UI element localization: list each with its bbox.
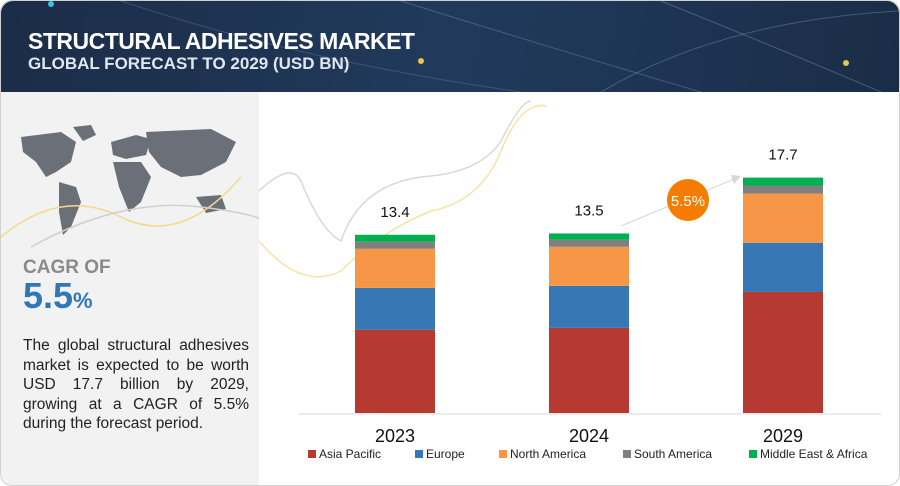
decorative-curve [258,104,547,278]
cagr-badge-label: 5.5% [671,193,705,210]
legend-swatch [415,450,423,458]
cagr-unit: % [73,288,93,313]
legend-item: Asia Pacific [308,447,381,461]
arrow-head-icon [731,175,741,184]
cagr-number: 5.5 [23,275,74,316]
decorative-curve [258,100,532,243]
world-map-icon [1,125,259,248]
market-description: The global structural adhesives market i… [23,337,249,432]
bar-segment-europe-2029 [743,242,823,292]
legend-item: South America [623,447,712,461]
page-title: STRUCTURAL ADHESIVES MARKET [28,28,415,54]
legend-swatch [623,450,631,458]
legend-swatch [749,450,757,458]
legend-label: Europe [426,447,465,461]
legend-item: North America [499,447,586,461]
legend-label: Middle East & Africa [760,447,868,461]
total-label: 13.4 [380,204,409,221]
legend-label: North America [510,447,587,461]
bar-segment-europe-2024 [549,285,629,328]
bar-segment-south-america-2023 [355,241,435,249]
cagr-badge [667,179,709,221]
bar-segment-north-america-2029 [743,193,823,243]
page-subtitle: GLOBAL FORECAST TO 2029 (USD BN) [28,54,350,73]
legend-label: Asia Pacific [319,447,382,461]
decorative-light-streaks [48,1,899,92]
legend-swatch [308,450,316,458]
legend-label: South America [634,447,713,461]
cagr-value: 5.5% [23,275,93,317]
bar-segment-middle-east-africa-2023 [355,234,435,242]
x-tick-label: 2023 [375,426,415,446]
summary-panel: CAGR OF 5.5% The global structural adhes… [1,92,259,485]
legend-swatch [499,450,507,458]
bar-segment-south-america-2024 [549,239,629,247]
bar-segment-south-america-2029 [743,185,823,194]
x-tick-label: 2024 [569,426,609,446]
bar-segment-asia-pacific-2029 [743,291,823,413]
total-label: 13.5 [574,202,603,219]
legend-item: Europe [415,447,465,461]
x-tick-label: 2029 [763,426,803,446]
bar-segment-middle-east-africa-2029 [743,177,823,186]
bar-segment-asia-pacific-2024 [549,327,629,413]
cagr-label: CAGR OF [23,257,111,278]
bar-segment-north-america-2023 [355,248,435,288]
bar-segment-middle-east-africa-2024 [549,233,629,240]
bar-segment-asia-pacific-2023 [355,329,435,413]
header-banner: STRUCTURAL ADHESIVES MARKET GLOBAL FOREC… [1,1,899,92]
bar-segment-north-america-2024 [549,246,629,286]
bar-segment-europe-2023 [355,287,435,330]
total-label: 17.7 [768,147,797,164]
legend-item: Middle East & Africa [749,447,867,461]
